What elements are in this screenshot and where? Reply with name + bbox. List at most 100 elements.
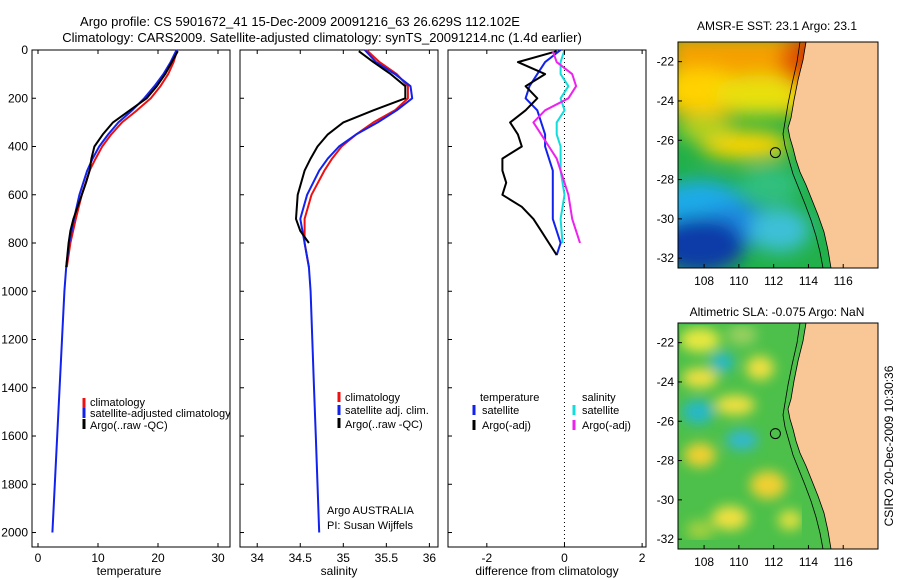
sla-map-frame [677,322,879,550]
salinity-panel: 34 34.5 35 35.5 36 salinity climatology sate… [239,49,439,578]
coastline [787,323,832,549]
temperature-xtick-label: 30 [211,551,225,565]
argo-program-annotation: Argo AUSTRALIA [327,505,414,517]
difference-xtick-label: -2 [481,551,492,565]
legend-label-temp-satellite: satellite [482,405,519,417]
sla-map-lat-label: -30 [657,493,675,507]
depth-ytick-label: 1600 [1,429,28,443]
temperature-xtick-label: 10 [91,551,105,565]
salinity-xtick-label: 36 [423,551,437,565]
bathymetry-contour [782,42,824,268]
depth-ytick-label: 1000 [1,284,28,298]
depth-ytick-label: 800 [8,236,28,250]
temperature-xlabel: temperature [97,564,162,578]
sla-map-lon-label: 112 [764,555,783,569]
land-mask [788,42,878,268]
sst-map-lat-label: -22 [657,55,675,69]
argo-float-marker [769,428,781,440]
sst-map-title: AMSR-E SST: 23.1 Argo: 23.1 [697,19,857,33]
legend-label-temp-argo: Argo(-adj) [482,420,531,432]
sst-map-lat-label: -24 [657,94,675,108]
sst-map-panel: AMSR-E SST: 23.1 Argo: 23.1 [657,19,879,288]
salinity-xtick-label: 35.5 [375,551,399,565]
land-mask [788,323,878,549]
temperature-series-argo-raw-qc [65,50,179,268]
legend-label-argo: Argo(..raw -QC) [345,419,423,431]
sla-map-panel: Altimetric SLA: -0.075 Argo: NaN [657,305,879,569]
temperature-axes-box [31,49,231,548]
sst-field-blobs [678,42,878,268]
depth-ytick-label: 1200 [1,333,28,347]
difference-xlabel: difference from climatology [475,564,618,578]
legend-label-climatology: climatology [90,397,146,409]
legend-label-sal-satellite: satellite [582,405,619,417]
creation-stamp: CSIRO 20-Dec-2009 10:30:36 [882,365,896,526]
sla-map-lat-label: -28 [657,454,675,468]
sla-map-image [678,323,878,549]
legend-label-argo: Argo(..raw -QC) [90,420,168,432]
legend-label-sal-argo: Argo(-adj) [582,420,631,432]
difference-series-group [501,49,581,256]
bathymetry-contour [782,323,824,549]
temperature-panel: 0 10 20 30 0 200 400 600 800 1000 1200 1400 1600 180… [1,43,231,578]
depth-ytick-label: 1800 [1,477,28,491]
salinity-xtick-label: 34.5 [289,551,313,565]
salinity-axes-box [239,49,439,548]
sst-map-lat-label: -26 [657,133,675,147]
legend-header-temperature: temperature [480,392,539,404]
pi-annotation: PI: Susan Wijffels [327,520,413,532]
difference-series-temperature-argo-adj [501,50,558,256]
sla-map-lat-label: -32 [657,532,675,546]
difference-xtick-label: 0 [561,551,568,565]
difference-series-salinity-argo-adj [532,50,581,244]
sla-field-blobs [680,325,802,540]
coastline [787,42,832,268]
sst-map-lat-label: -30 [657,212,675,226]
legend-header-salinity: salinity [582,392,616,404]
legend-label-climatology: climatology [345,392,401,404]
sla-map-lon-label: 108 [694,555,714,569]
depth-ytick-label: 0 [21,43,28,57]
sla-map-lon-label: 114 [799,555,818,569]
difference-series-temperature-satellite [524,49,562,256]
salinity-series-group [295,49,414,533]
sst-map-lat-label: -32 [657,251,675,265]
salinity-series-argo-raw-qc [295,50,407,244]
sst-map-lon-label: 108 [694,274,714,288]
temperature-series-satellite-adjusted-climatology [51,49,178,533]
depth-ytick-label: 2000 [1,526,28,540]
temperature-legend: climatology satellite-adjusted climatolo… [82,397,231,432]
sla-map-ticks: 108 110 112 114 116 -22 -24 -26 -28 -30 -32 [657,336,853,569]
legend-label-satellite-adj: satellite adj. clim. [345,405,429,417]
sst-map-ticks: 108 110 112 114 116 -22 -24 -26 -28 -30 -32 [657,55,853,288]
difference-series-salinity-satellite [555,49,570,244]
difference-axes-box [447,49,647,548]
difference-legend: temperature salinity satellite Argo(-adj… [472,392,631,432]
figure-title-line1: Argo profile: CS 5901672_41 15-Dec-2009 … [80,14,520,29]
difference-panel: -2 0 2 difference from climatology tempera… [447,49,647,578]
salinity-legend: climatology satellite adj. clim. Argo(..… [337,392,429,431]
sla-map-lat-label: -26 [657,414,675,428]
sla-map-lat-label: -22 [657,336,675,350]
sst-map-lon-label: 112 [764,274,783,288]
legend-label-satellite-adjusted: satellite-adjusted climatology [90,408,231,420]
sst-map-frame [677,41,879,269]
temperature-xtick-label: 0 [35,551,42,565]
sla-map-lon-label: 116 [834,555,853,569]
temperature-series-climatology [65,49,179,268]
sla-map-lat-label: -24 [657,375,675,389]
sst-map-lat-label: -28 [657,173,675,187]
sla-map-lon-label: 110 [729,555,748,569]
depth-ytick-label: 400 [8,140,28,154]
salinity-xtick-label: 34 [251,551,265,565]
argo-float-marker [769,147,781,159]
difference-xtick-label: 2 [639,551,646,565]
salinity-xlabel: salinity [321,564,358,578]
temperature-series-group [51,49,179,533]
salinity-series-satellite-adj-clim [299,49,414,533]
depth-ytick-label: 600 [8,188,28,202]
sst-map-lon-label: 116 [834,274,853,288]
temperature-xtick-label: 20 [151,551,165,565]
salinity-xtick-label: 35 [337,551,351,565]
